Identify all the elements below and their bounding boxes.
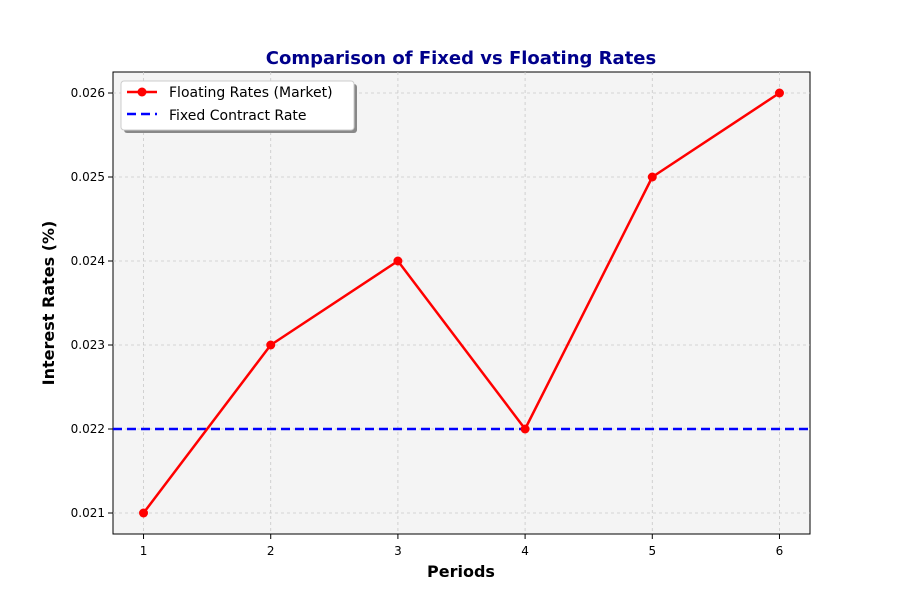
series	[113, 88, 810, 518]
floating-rate-point	[774, 88, 784, 98]
x-tick-label: 5	[648, 544, 656, 558]
y-axis-label: Interest Rates (%)	[39, 221, 58, 386]
x-tick-label: 6	[776, 544, 784, 558]
axes: 1 2 3 4 5 6 0.021 0.022 0.023 0.024 0.025 0.026	[71, 86, 784, 558]
floating-rate-point	[266, 340, 276, 350]
floating-rate-point	[647, 172, 657, 182]
y-tick-label: 0.025	[71, 170, 105, 184]
floating-rate-point	[520, 424, 530, 434]
floating-rate-point	[139, 508, 149, 518]
x-tick-label: 4	[521, 544, 529, 558]
legend-marker-floating	[137, 87, 147, 97]
x-tick-label: 2	[267, 544, 275, 558]
x-tick-label: 3	[394, 544, 402, 558]
y-tick-label: 0.026	[71, 86, 105, 100]
x-axis-label: Periods	[427, 562, 495, 581]
floating-rate-point	[393, 256, 403, 266]
y-tick-label: 0.022	[71, 422, 105, 436]
y-tick-label: 0.021	[71, 506, 105, 520]
legend-label-floating: Floating Rates (Market)	[169, 85, 333, 101]
x-tick-label: 1	[140, 544, 148, 558]
floating-rate-line	[142, 91, 781, 514]
legend-label-fixed: Fixed Contract Rate	[169, 108, 307, 124]
legend: Floating Rates (Market) Fixed Contract R…	[120, 80, 357, 133]
y-tick-label: 0.024	[71, 254, 105, 268]
y-tick-label: 0.023	[71, 338, 105, 352]
legend-box	[120, 80, 355, 131]
chart-title: Comparison of Fixed vs Floating Rates	[266, 48, 656, 69]
